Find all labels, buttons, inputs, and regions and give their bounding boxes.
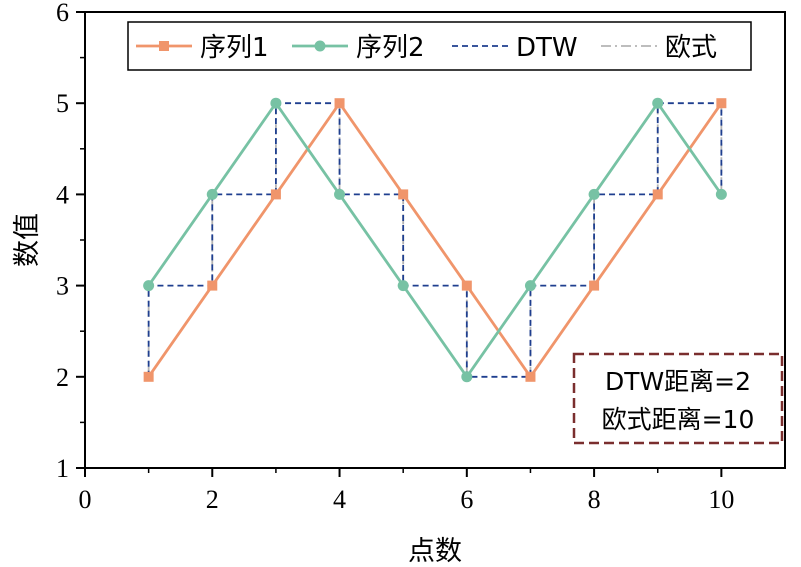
y-axis-label: 数值 <box>12 213 43 267</box>
y-tick-label: 6 <box>56 0 69 27</box>
series-1-point <box>398 189 409 200</box>
series-layer <box>143 97 727 383</box>
series-1-point <box>270 189 281 200</box>
dtw-warping-path <box>147 102 723 378</box>
legend-label: DTW <box>516 33 578 63</box>
series-2-line <box>147 100 723 380</box>
series-2-point <box>524 280 536 292</box>
series-1-point <box>525 371 536 382</box>
annotation-line-1: DTW距离=2 <box>605 367 751 396</box>
annotation-border <box>572 352 784 445</box>
connector-layer <box>147 102 723 378</box>
y-tick-label: 1 <box>56 454 69 483</box>
x-tick-label: 6 <box>460 485 473 514</box>
series-2-point <box>334 188 346 200</box>
series-2-point <box>715 188 727 200</box>
x-tick-label: 10 <box>708 485 734 514</box>
series-2-point <box>143 280 155 292</box>
legend-label: 欧式 <box>665 33 717 63</box>
legend: 序列1 序列2 DTW 欧式 <box>127 21 752 71</box>
annotation-line-2: 欧式距离=10 <box>602 405 755 434</box>
x-tick-label: 0 <box>79 485 92 514</box>
x-tick-label: 8 <box>588 485 601 514</box>
series-1-point <box>589 280 600 291</box>
y-tick-label: 5 <box>56 89 69 118</box>
series-1-point <box>334 98 345 109</box>
legend-item-4: 欧式 <box>601 33 717 63</box>
series-2-point <box>206 188 218 200</box>
series-2-point <box>397 280 409 292</box>
series-2-point <box>270 97 282 109</box>
x-axis-label: 点数 <box>408 536 462 567</box>
series-1-point <box>716 98 727 109</box>
series-1-point <box>652 189 663 200</box>
series-1-line <box>147 100 723 380</box>
distance-annotation-box: DTW距离=2 欧式距离=10 <box>572 352 784 445</box>
legend-item-1: 序列1 <box>136 33 269 63</box>
y-tick-label: 4 <box>56 180 69 209</box>
series-1-point <box>143 371 154 382</box>
series-2-point <box>652 97 664 109</box>
series-2-point <box>461 371 473 383</box>
legend-item-3: DTW <box>452 33 578 63</box>
series-2-point <box>588 188 600 200</box>
series-1-point <box>207 280 218 291</box>
legend-square-marker <box>159 41 169 51</box>
legend-label: 序列2 <box>356 33 425 63</box>
legend-label: 序列1 <box>200 33 269 63</box>
y-tick-label: 3 <box>56 272 69 301</box>
x-tick-label: 4 <box>333 485 346 514</box>
x-tick-label: 2 <box>206 485 219 514</box>
y-tick-label: 2 <box>56 363 69 392</box>
legend-circle-marker <box>314 40 326 52</box>
legend-item-2: 序列2 <box>292 33 425 63</box>
series-1-point <box>461 280 472 291</box>
